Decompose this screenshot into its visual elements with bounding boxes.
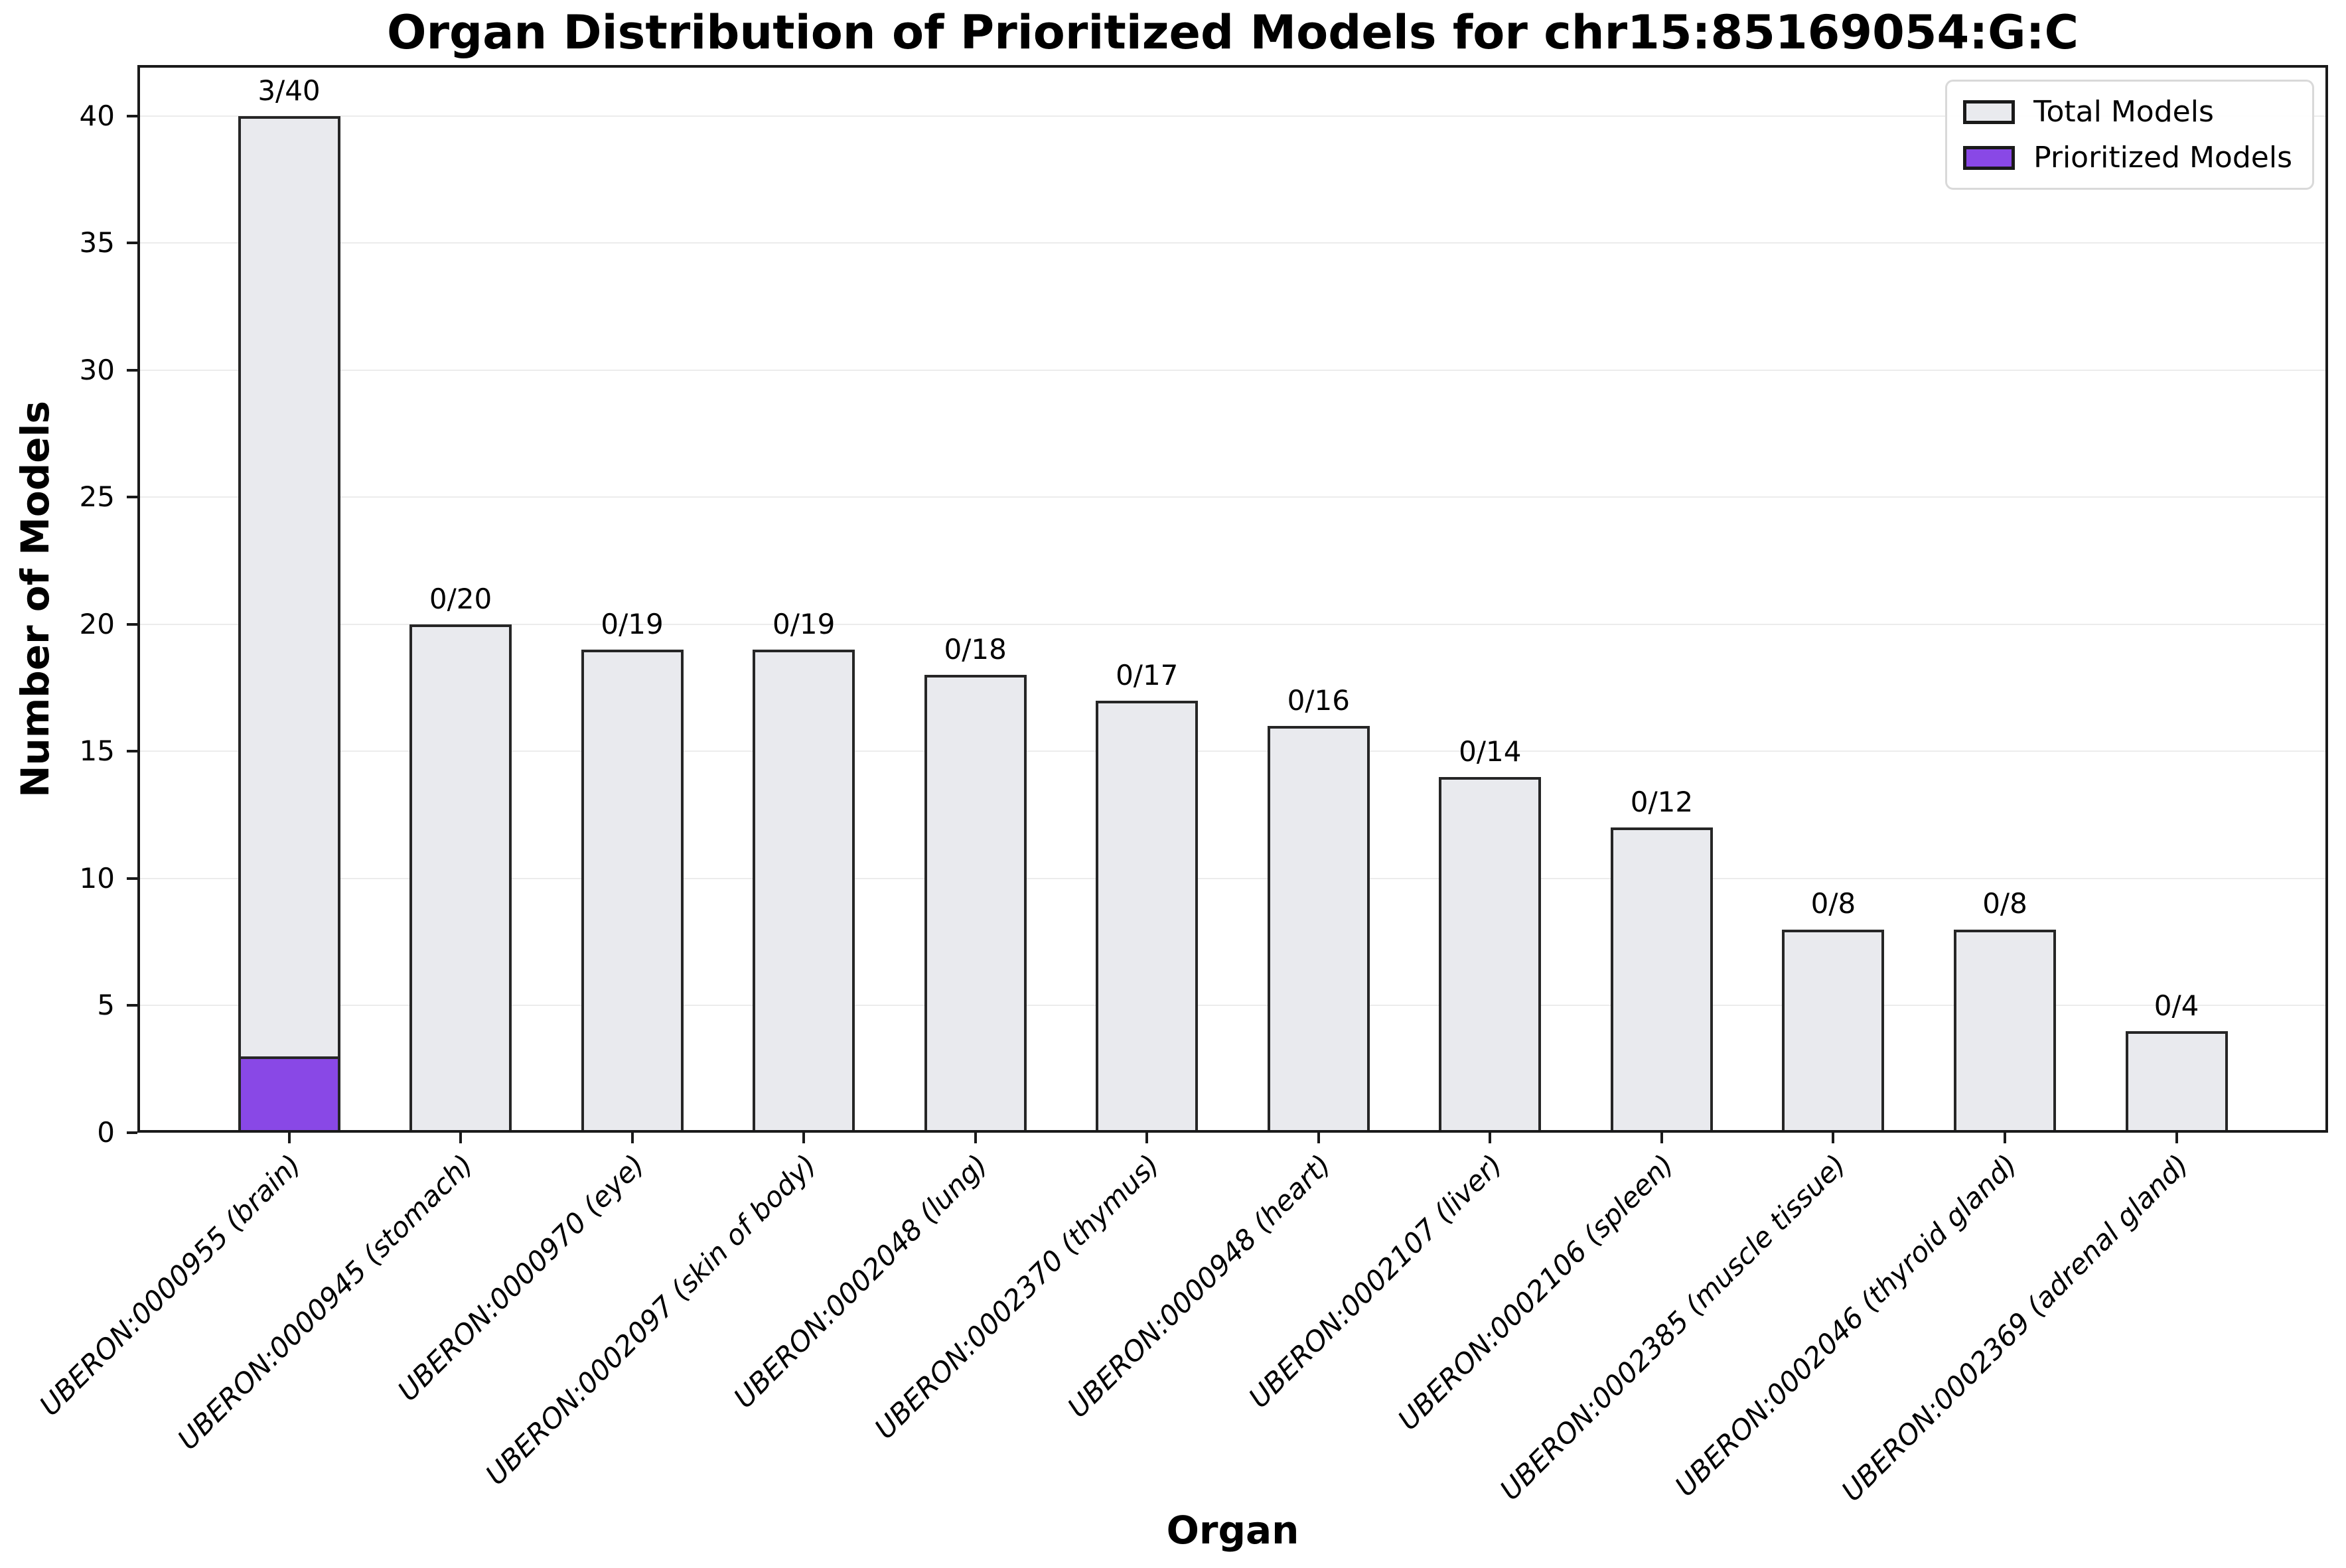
y-tick-mark [127, 622, 137, 626]
legend: Total Models Prioritized Models [1945, 80, 2314, 190]
bar-total-8 [1610, 827, 1713, 1133]
y-tick-mark [127, 877, 137, 880]
bar-value-label: 0/16 [1287, 683, 1350, 717]
chart-title: Organ Distribution of Prioritized Models… [386, 5, 2079, 60]
x-tick-mark [1660, 1133, 1663, 1143]
gridline-y-35 [137, 242, 2328, 244]
legend-label-total-models: Total Models [2033, 95, 2214, 129]
y-tick-label: 25 [79, 480, 115, 514]
legend-item-prioritized-models: Prioritized Models [1963, 141, 2292, 175]
bar-value-label: 0/14 [1459, 735, 1522, 768]
bar-value-label: 0/19 [772, 608, 836, 641]
x-tick-mark [802, 1133, 806, 1143]
legend-label-prioritized-models: Prioritized Models [2033, 141, 2292, 175]
y-tick-mark [127, 114, 137, 117]
bar-total-3 [753, 650, 855, 1133]
y-tick-mark [127, 496, 137, 499]
bar-value-label: 0/18 [944, 633, 1007, 666]
x-tick-mark [1489, 1133, 1492, 1143]
bar-value-label: 0/19 [601, 608, 664, 641]
bar-total-10 [1954, 929, 2056, 1133]
x-tick-mark [2004, 1133, 2006, 1143]
bar-value-label: 0/8 [1810, 887, 1856, 920]
bar-value-label: 0/12 [1630, 786, 1694, 819]
y-tick-mark [127, 750, 137, 753]
legend-item-total-models: Total Models [1963, 95, 2292, 129]
y-tick-label: 15 [79, 735, 115, 768]
top-spine [137, 65, 2328, 68]
bar-total-5 [1096, 700, 1199, 1133]
x-tick-mark [1145, 1133, 1149, 1143]
y-tick-mark [127, 368, 137, 372]
y-tick-label: 30 [79, 353, 115, 386]
right-spine [2325, 65, 2328, 1133]
y-tick-mark [127, 1004, 137, 1007]
bar-total-2 [581, 650, 684, 1133]
x-tick-label: UBERON:0002046 (thyroid gland) [1668, 1148, 2023, 1503]
bar-total-0 [238, 115, 340, 1133]
plot-area: 3/40 0/20 0/19 0/19 0/18 0/17 0/16 0/14 0/12 0/8 0… [137, 65, 2328, 1133]
y-tick-label: 5 [97, 989, 115, 1022]
y-tick-label: 10 [79, 861, 115, 894]
bar-value-label: 0/20 [429, 582, 492, 615]
x-tick-label: UBERON:0002385 (muscle tissue) [1493, 1148, 1852, 1507]
left-spine [137, 65, 140, 1133]
x-tick-mark [630, 1133, 634, 1143]
bar-total-11 [2125, 1031, 2228, 1133]
x-tick-label: UBERON:0000945 (stomach) [171, 1148, 479, 1457]
x-tick-mark [1317, 1133, 1320, 1143]
y-axis-label-box: Number of Models [5, 65, 65, 1133]
gridline-y-10 [137, 877, 2328, 879]
legend-swatch-total-models [1963, 100, 2016, 124]
x-tick-label: UBERON:0002106 (spleen) [1392, 1148, 1680, 1437]
bar-total-4 [924, 675, 1027, 1133]
bar-value-label: 0/4 [2154, 989, 2199, 1022]
gridline-y-20 [137, 623, 2328, 625]
y-tick-mark [127, 242, 137, 245]
x-tick-mark [287, 1133, 291, 1143]
bar-total-1 [409, 624, 512, 1133]
bar-total-9 [1782, 929, 1885, 1133]
y-tick-label: 20 [79, 607, 115, 640]
legend-swatch-prioritized-models [1963, 145, 2016, 170]
bar-value-label: 3/40 [257, 74, 321, 107]
gridline-y-5 [137, 1005, 2328, 1007]
bar-total-6 [1267, 726, 1370, 1133]
y-tick-label: 35 [79, 226, 115, 259]
x-axis-label: Organ [1166, 1508, 1299, 1553]
bar-value-label: 0/8 [1982, 887, 2027, 920]
bar-value-label: 0/17 [1116, 658, 1179, 691]
gridline-y-15 [137, 750, 2328, 752]
x-tick-mark [974, 1133, 977, 1143]
x-tick-label: UBERON:0002369 (adrenal gland) [1835, 1148, 2195, 1508]
y-tick-label: 0 [97, 1116, 115, 1149]
x-tick-mark [1832, 1133, 1835, 1143]
x-tick-label: UBERON:0002097 (skin of body) [478, 1148, 822, 1492]
bar-prioritized-0 [238, 1056, 340, 1133]
y-tick-label: 40 [79, 99, 115, 132]
x-tick-label: UBERON:0002370 (thymus) [868, 1148, 1166, 1446]
bottom-spine [137, 1130, 2328, 1133]
gridline-y-40 [137, 115, 2328, 117]
y-tick-mark [127, 1131, 137, 1134]
x-tick-mark [2175, 1133, 2178, 1143]
gridline-y-30 [137, 369, 2328, 371]
bar-total-7 [1439, 776, 1542, 1133]
gridline-y-25 [137, 496, 2328, 498]
x-tick-mark [459, 1133, 463, 1143]
